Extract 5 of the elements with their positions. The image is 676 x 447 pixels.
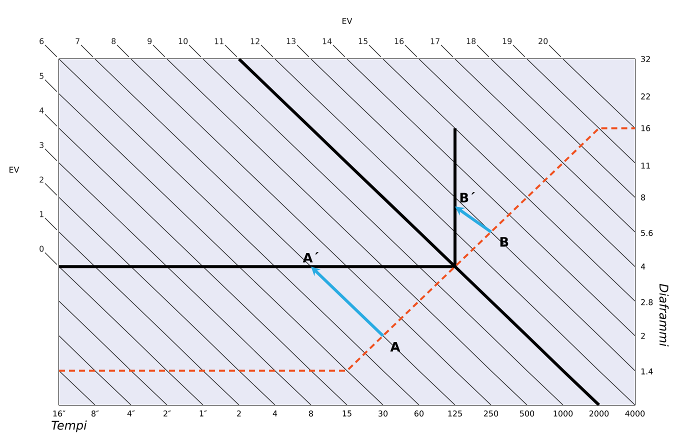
annotation: B´ [460, 192, 475, 202]
x-axis-title: Tempi [52, 420, 87, 432]
y-axis-title: Diaframmi [659, 284, 669, 346]
annotation: B [500, 237, 508, 247]
annotation: A´ [302, 252, 319, 262]
